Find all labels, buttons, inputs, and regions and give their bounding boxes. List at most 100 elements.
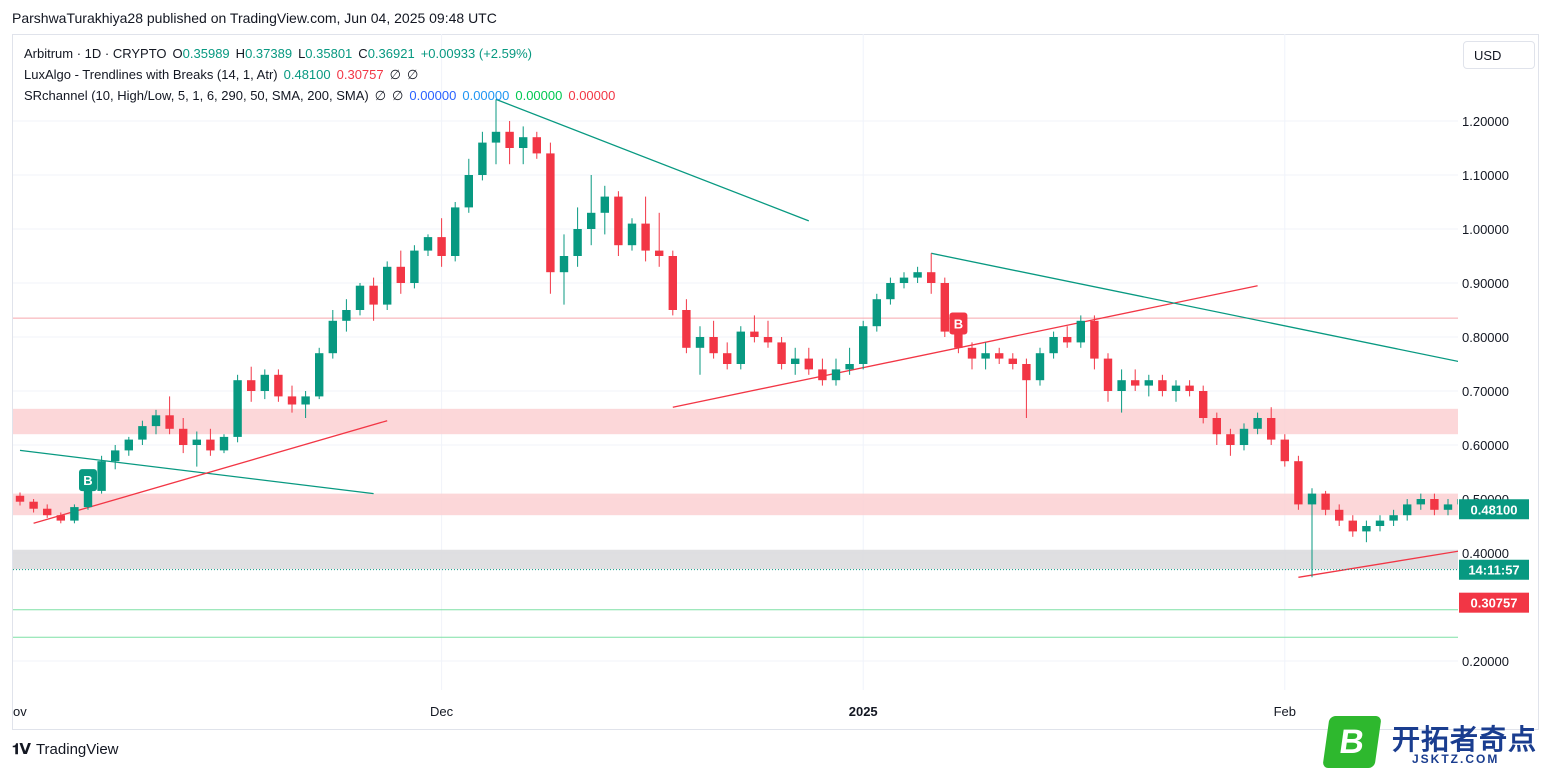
signal-badge [79,469,97,492]
currency-button[interactable]: USD [1463,41,1535,69]
candle-body [1267,418,1276,440]
candle-body [532,137,541,154]
candle-body [383,266,392,305]
indicator-2-name[interactable]: SRchannel (10, High/Low, 5, 1, 6, 290, 5… [24,88,369,103]
y-axis-tick-label: 1.10000 [1462,168,1509,183]
candle-body [287,396,297,405]
candle-body [274,374,283,397]
publish-header: ParshwaTurakhiya28 published on TradingV… [12,10,497,26]
candle-body [478,142,487,175]
srchannel-indicator-legend[interactable]: SRchannel (10, High/Low, 5, 1, 6, 290, 5… [24,88,621,104]
candle-body [886,283,895,300]
symbol-name[interactable]: Arbitrum · 1D · CRYPTO [24,46,167,61]
x-axis-tick-label: Dec [430,704,454,719]
candle-body [111,450,120,462]
candle-body [165,415,174,429]
candle-body [56,515,65,521]
candle-body [899,277,909,283]
candle-body [1022,364,1031,381]
candle-body [967,347,977,359]
candle-body [1280,439,1289,462]
candle-body [1335,509,1344,521]
candle-body [682,310,691,348]
candle-body [491,131,501,143]
candle-body [1239,428,1249,445]
candle-body [1348,520,1357,532]
candle-body [1076,320,1085,343]
price-axis-label: 0.30757 [1471,596,1518,611]
trendline [495,98,810,222]
y-axis-tick-label: 1.00000 [1462,222,1509,237]
change-value: +0.00933 (+2.59%) [420,46,532,61]
x-axis-tick-label: 2025 [849,704,878,719]
candle-body [872,299,881,327]
candle-body [845,364,854,370]
x-axis-tick-label: Feb [1274,704,1296,719]
candle-body [913,272,922,278]
candle-body [247,380,256,391]
candle-body [600,196,609,213]
y-axis-tick-label: 0.60000 [1462,438,1509,453]
candle-body [763,337,773,343]
candle-body [1307,493,1317,505]
candle-body [15,495,25,502]
indicator-1-value-4: ∅ [406,67,419,82]
candle-body [995,353,1004,359]
candle-body [355,285,365,310]
tradingview-logo[interactable]: 𝟏𝗩 TradingView [12,740,119,759]
trendline [1298,550,1458,578]
candle-body [723,353,732,364]
candle-body [546,153,555,273]
candle-body [1212,418,1221,435]
candle-body [83,490,93,508]
candle-body [1539,504,1547,509]
y-axis-tick-label: 0.80000 [1462,330,1509,345]
trendline-indicator-legend[interactable]: LuxAlgo - Trendlines with Breaks (14, 1,… [24,67,424,83]
candle-body [1403,504,1412,516]
trendline [672,285,1258,408]
candle-body [328,320,337,354]
candle-body [70,507,79,521]
candle-body [1375,520,1385,526]
candle-body [1294,461,1303,505]
candle-body [342,310,351,321]
candle-body [219,436,229,451]
candle-body [859,326,868,364]
candle-body [396,266,405,283]
candle-body [43,508,52,516]
trendline [33,420,388,524]
sr-zone [13,493,1458,516]
candle-body [1185,385,1194,391]
candle-body [464,175,473,208]
candle-body [736,331,745,364]
indicator-2-value-1: ∅ [374,88,387,103]
price-axis-label-box [1459,592,1529,613]
candle-body [695,337,705,348]
chart-frame[interactable] [12,34,1539,730]
indicator-1-name[interactable]: LuxAlgo - Trendlines with Breaks (14, 1,… [24,67,278,82]
candle-body [369,285,378,305]
y-axis-tick-label: 1.20000 [1462,114,1509,129]
signal-badge [949,312,968,335]
candle-body [818,369,827,381]
candle-body [559,256,569,273]
watermark-badge: B [1322,716,1382,768]
candle-body [151,415,161,427]
watermark-title: 开拓者奇点 [1392,723,1538,756]
candle-body [587,212,596,229]
indicator-2-value-4: 0.00000 [462,88,510,103]
candle-body [206,439,215,451]
candle-body [1389,515,1398,521]
candle-body [981,353,990,359]
candle-body [233,380,242,437]
price-axis-label: 0.48100 [1471,502,1518,517]
candle-body [627,223,637,246]
symbol-legend[interactable]: Arbitrum · 1D · CRYPTO O0.35989 H0.37389 L0… [24,46,538,61]
indicator-2-value-3: 0.00000 [409,88,457,103]
candle-body [1226,434,1235,445]
candle-body [192,439,201,445]
tradingview-logo-icon: 𝟏𝗩 [12,741,31,758]
signal-badge-text: B [83,473,92,488]
low-label: L [298,46,306,61]
